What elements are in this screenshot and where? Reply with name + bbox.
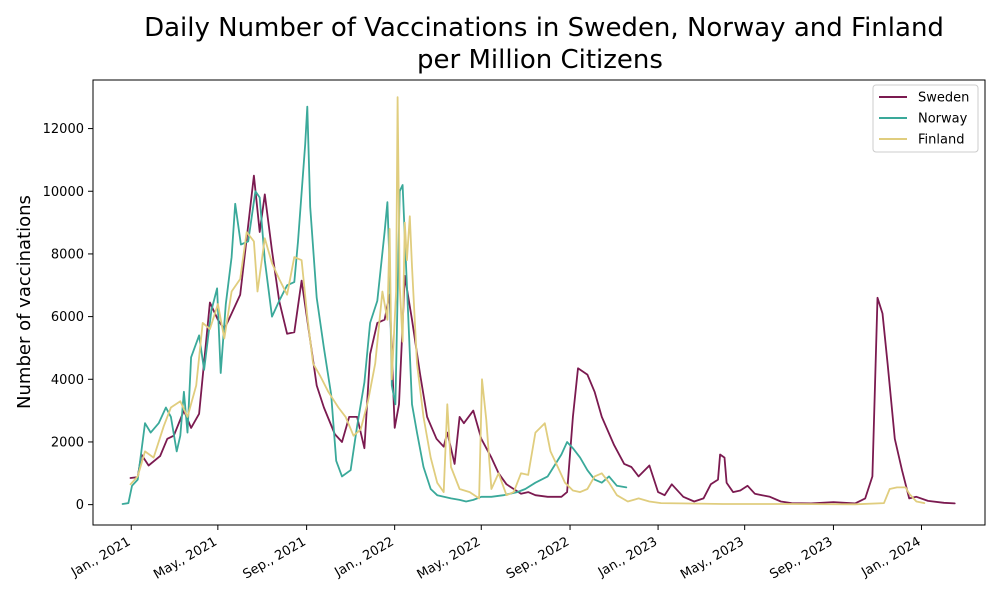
x-tick-label: Sep., 2022 <box>504 534 572 582</box>
y-tick-label: 2000 <box>51 435 84 450</box>
legend-label-finland: Finland <box>918 133 964 148</box>
x-tick-label: Jan., 2024 <box>858 534 923 580</box>
x-tick-label: May., 2021 <box>151 534 220 582</box>
plot-frame <box>92 79 986 526</box>
y-tick-label: 8000 <box>51 247 84 262</box>
chart-title-line1: Daily Number of Vaccinations in Sweden, … <box>144 13 944 43</box>
chart-title-line2: per Million Citizens <box>417 45 663 75</box>
x-tick-label: Jan., 2021 <box>68 534 133 580</box>
series-line-norway <box>121 105 628 505</box>
series-line-sweden <box>129 174 956 505</box>
x-tick-label: May., 2022 <box>415 534 484 582</box>
plot-area: 0 2000 4000 6000 8000 10000 12000 Jan., 2021 May… <box>43 79 986 583</box>
x-tick-label: Sep., 2023 <box>767 534 835 582</box>
series-line-finland <box>129 96 926 506</box>
y-tick-label: 12000 <box>43 122 84 137</box>
legend-label-sweden: Sweden <box>918 91 969 106</box>
x-tick-label: Jan., 2023 <box>595 534 660 580</box>
legend-box <box>872 84 979 153</box>
y-tick-label: 0 <box>76 498 84 513</box>
x-tick-label: May., 2023 <box>678 534 747 582</box>
x-tick-label: Sep., 2021 <box>241 534 309 582</box>
y-tick-label: 10000 <box>43 185 84 200</box>
y-tick-label: 4000 <box>51 373 84 388</box>
legend-label-norway: Norway <box>918 112 968 127</box>
legend: Sweden Norway Finland <box>872 84 979 153</box>
y-axis-label: Number of vaccinations <box>14 195 35 409</box>
x-tick-label: Jan., 2022 <box>332 534 397 580</box>
chart-title: Daily Number of Vaccinations in Sweden, … <box>144 13 944 75</box>
y-tick-label: 6000 <box>51 310 84 325</box>
